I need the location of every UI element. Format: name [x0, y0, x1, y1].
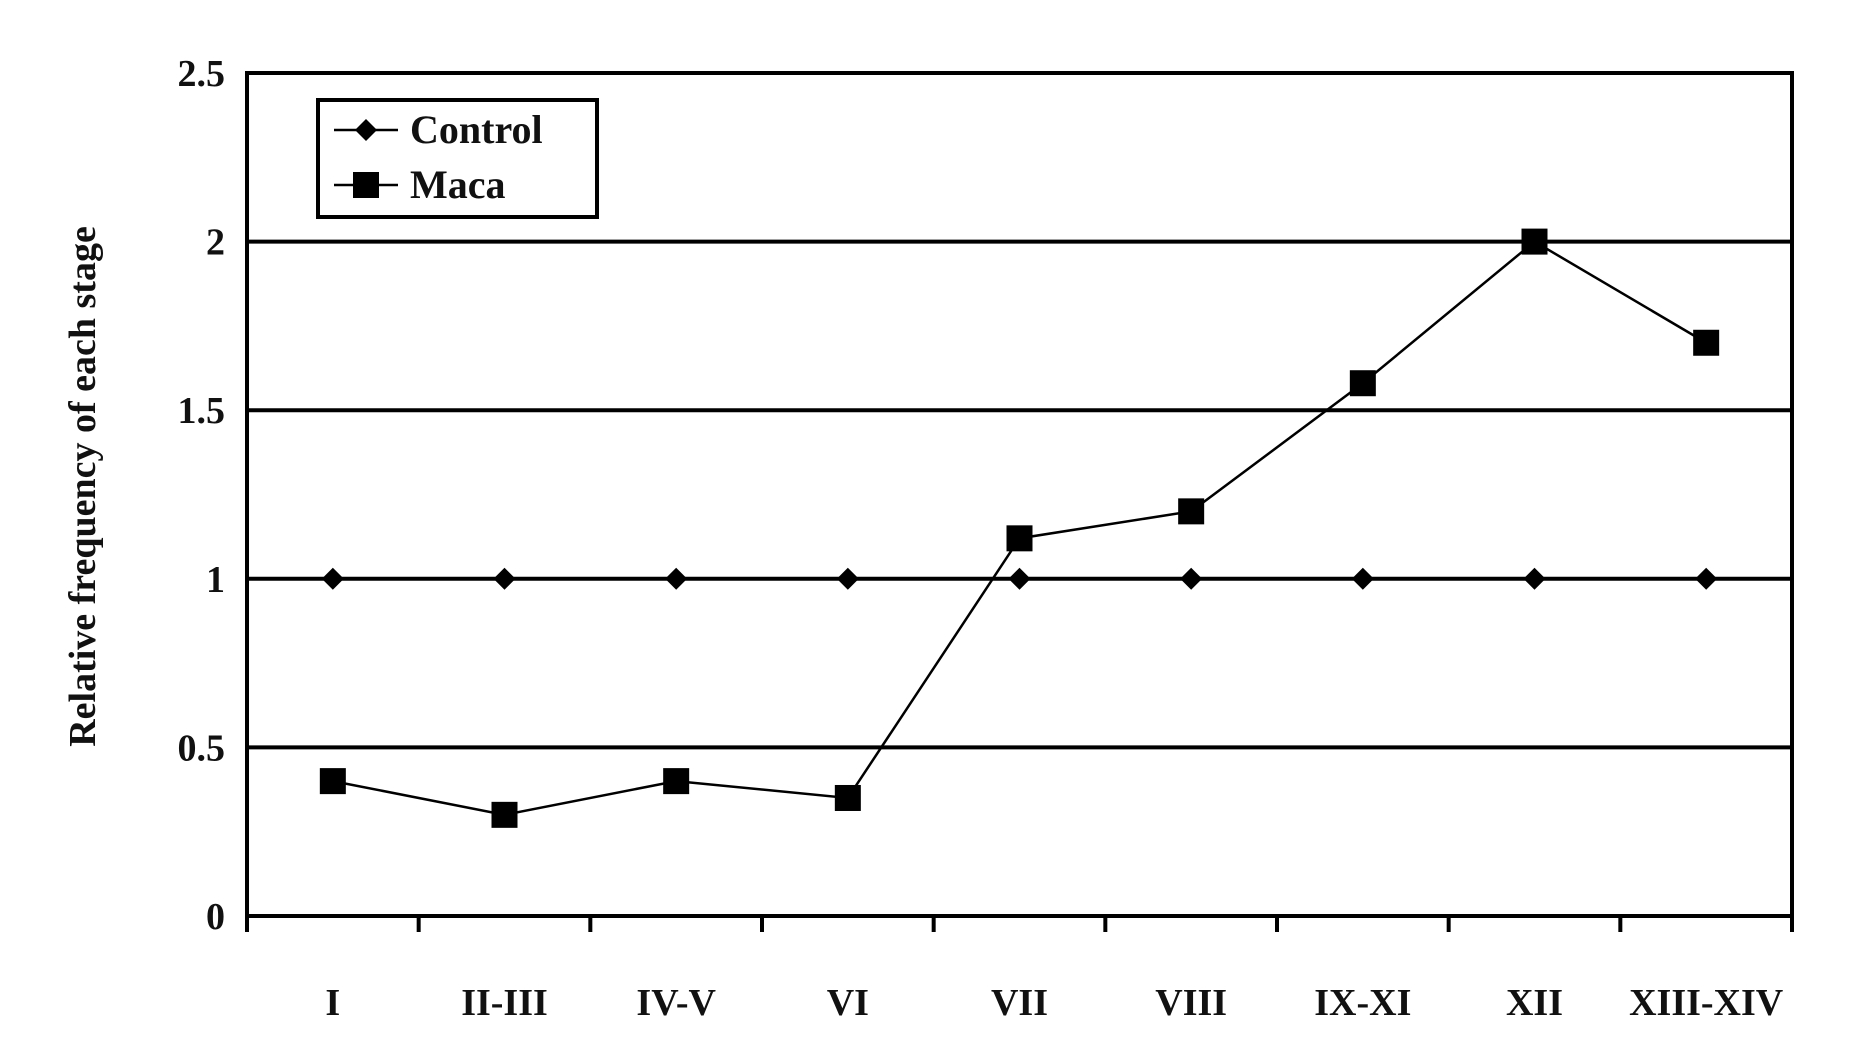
data-point-diamond	[665, 567, 688, 590]
x-tick-label: XII	[1506, 982, 1563, 1024]
x-tick-label: IX-XI	[1314, 982, 1411, 1024]
data-point-square	[1521, 228, 1548, 255]
data-point-diamond	[1523, 567, 1546, 590]
data-point-diamond	[321, 567, 344, 590]
x-tick-label: II-III	[461, 982, 548, 1024]
data-point-diamond	[836, 567, 859, 590]
legend-label: Control	[410, 107, 543, 152]
x-tick-label: I	[325, 982, 340, 1024]
legend: Control Maca	[316, 98, 599, 219]
x-tick-label: VIII	[1155, 982, 1227, 1024]
grid-layer	[247, 239, 1792, 750]
x-tick-label: VI	[827, 982, 869, 1024]
labels-layer: 0 0.5 1 1.5 2 2.5 I II-III IV-V VI VII VIII IX-XI XII…	[178, 53, 1784, 1024]
y-axis-label: Relative frequency of each stage	[62, 226, 104, 747]
y-tick-label: 1	[206, 559, 225, 601]
y-tick-label: 2.5	[178, 53, 226, 95]
data-point-diamond	[1695, 567, 1718, 590]
y-tick-label: 2	[206, 222, 225, 264]
series-layer	[319, 228, 1720, 828]
plot-frame	[245, 71, 1794, 918]
data-point-square	[353, 172, 379, 198]
x-tick-label: VII	[991, 982, 1048, 1024]
y-tick-label: 1.5	[178, 390, 226, 432]
data-point-diamond	[1008, 567, 1031, 590]
series-control	[321, 567, 1718, 590]
data-point-square	[319, 768, 346, 795]
y-tick-label: 0.5	[178, 727, 226, 769]
legend-item: Maca	[334, 162, 506, 207]
data-point-diamond	[355, 119, 377, 141]
series-maca	[319, 228, 1720, 828]
data-point-square	[1693, 329, 1720, 356]
x-tick-label: XIII-XIV	[1629, 982, 1784, 1024]
data-point-square	[1178, 498, 1205, 525]
axes-layer	[245, 71, 1794, 932]
data-point-square	[1006, 525, 1033, 552]
legend-item: Control	[334, 107, 543, 152]
data-point-square	[834, 784, 861, 811]
data-point-diamond	[1351, 567, 1374, 590]
data-point-diamond	[1180, 567, 1203, 590]
data-point-square	[1349, 370, 1376, 397]
data-point-square	[663, 768, 690, 795]
legend-box	[316, 98, 599, 219]
x-tick-label: IV-V	[636, 982, 716, 1024]
y-tick-label: 0	[206, 896, 225, 938]
data-point-square	[491, 801, 518, 828]
data-point-diamond	[493, 567, 516, 590]
legend-label: Maca	[410, 162, 506, 207]
